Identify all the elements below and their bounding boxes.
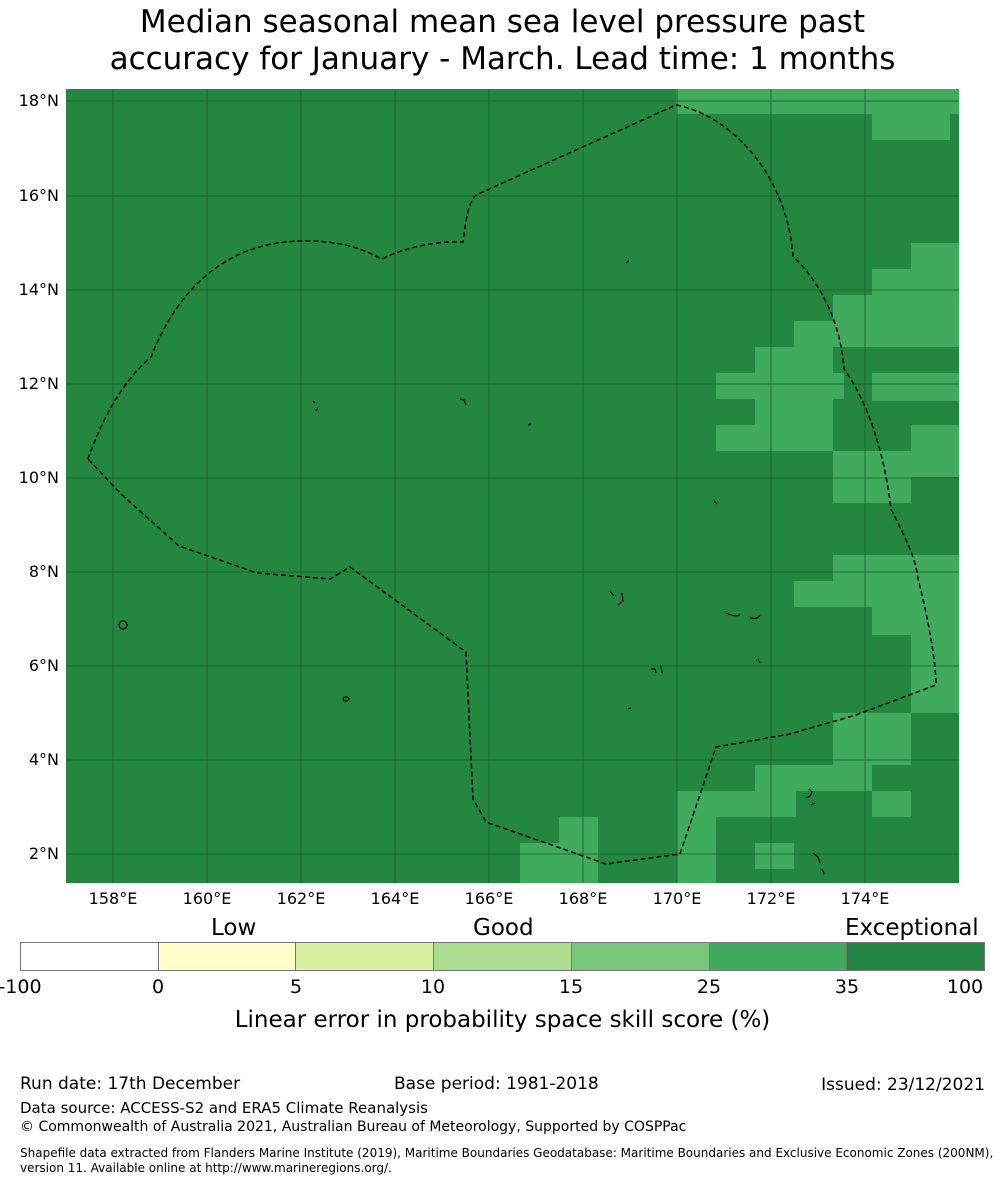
colorbar-tick: 35	[834, 976, 860, 998]
legend-category-exceptional: Exceptional	[845, 915, 979, 941]
lon-label-172: 172°E	[746, 889, 796, 908]
map-layer	[66, 89, 959, 883]
colorbar-segment-3	[296, 943, 435, 970]
lat-label-14: 14°N	[18, 280, 59, 299]
good-skill-cell	[872, 607, 959, 635]
islands	[118, 260, 825, 875]
lat-label-6: 6°N	[28, 656, 59, 675]
run-date: Run date: 17th December	[20, 1074, 241, 1094]
colorbar-segment-2	[158, 943, 297, 970]
lon-label-170: 170°E	[652, 889, 702, 908]
colorbar	[20, 942, 985, 971]
good-skill-cell	[677, 791, 796, 817]
lon-label-168: 168°E	[558, 889, 608, 908]
good-skill-cell	[872, 269, 959, 295]
graticule	[66, 89, 959, 883]
colorbar-tick: 10	[420, 976, 446, 998]
good-skill-cell	[872, 114, 950, 140]
lon-label-162: 162°E	[276, 889, 326, 908]
colorbar-segment-1	[21, 943, 159, 970]
good-skill-cell	[794, 321, 959, 347]
colorbar-tick: -100	[0, 976, 42, 998]
colorbar-tick: 0	[151, 976, 165, 998]
lat-label-12: 12°N	[18, 374, 59, 393]
base-period: Base period: 1981-2018	[394, 1074, 599, 1094]
good-skill-cell	[911, 425, 959, 451]
title-line-2: accuracy for January - March. Lead time:…	[109, 41, 896, 77]
good-skill-cell	[833, 765, 872, 791]
colorbar-tick: 100	[946, 976, 984, 998]
lon-label-164: 164°E	[370, 889, 420, 908]
good-skill-cell	[755, 843, 794, 869]
issued-date: Issued: 23/12/2021	[821, 1075, 985, 1095]
good-skill-cell	[833, 555, 959, 581]
lon-label-166: 166°E	[464, 889, 514, 908]
data-source: Data source: ACCESS-S2 and ERA5 Climate …	[20, 1099, 428, 1117]
lat-label-8: 8°N	[28, 562, 59, 581]
good-skill-cell	[833, 451, 911, 477]
lon-label-158: 158°E	[88, 889, 138, 908]
lat-label-18: 18°N	[18, 91, 59, 110]
lon-label-174: 174°E	[840, 889, 890, 908]
good-skill-cell	[755, 765, 833, 791]
good-skill-cell	[872, 791, 911, 817]
colorbar-segment-4	[434, 943, 572, 970]
good-skill-cell	[833, 713, 911, 739]
shapefile-credit: Shapefile data extracted from Flanders M…	[20, 1146, 994, 1175]
good-skill-cells	[520, 89, 959, 883]
good-skill-cell	[872, 373, 959, 401]
good-skill-cell	[833, 477, 911, 503]
title-line-1: Median seasonal mean sea level pressure …	[139, 4, 866, 40]
colorbar-tick: 25	[696, 976, 722, 998]
good-skill-cell	[559, 817, 598, 843]
good-skill-cell	[911, 451, 959, 477]
good-skill-cell	[677, 817, 716, 843]
good-skill-cell	[716, 425, 833, 451]
good-skill-cell	[755, 347, 833, 373]
lat-label-10: 10°N	[18, 468, 59, 487]
colorbar-segment-5	[571, 943, 710, 970]
good-skill-cell	[911, 243, 959, 269]
skill-score-map	[66, 89, 959, 883]
legend-category-low: Low	[211, 915, 257, 941]
lat-label-16: 16°N	[18, 186, 59, 205]
legend-category-good: Good	[473, 915, 534, 941]
chart-title: Median seasonal mean sea level pressure …	[0, 4, 1005, 78]
good-skill-cell	[833, 295, 959, 321]
good-skill-cell	[677, 843, 716, 883]
lat-label-2: 2°N	[28, 844, 59, 863]
colorbar-tick: 5	[289, 976, 303, 998]
eez-boundary	[87, 104, 937, 865]
colorbar-segment-6	[709, 943, 848, 970]
good-skill-cell	[833, 739, 911, 765]
colorbar-tick: 15	[558, 976, 584, 998]
colorbar-label: Linear error in probability space skill …	[234, 1007, 771, 1033]
good-skill-cell	[520, 843, 598, 883]
lat-label-4: 4°N	[28, 750, 59, 769]
copyright: © Commonwealth of Australia 2021, Austra…	[20, 1119, 687, 1135]
good-skill-cell	[911, 635, 959, 661]
colorbar-segment-7	[847, 943, 985, 970]
good-skill-cell	[794, 581, 959, 607]
good-skill-cell	[716, 373, 844, 399]
good-skill-cell	[755, 399, 833, 425]
lon-label-160: 160°E	[182, 889, 232, 908]
